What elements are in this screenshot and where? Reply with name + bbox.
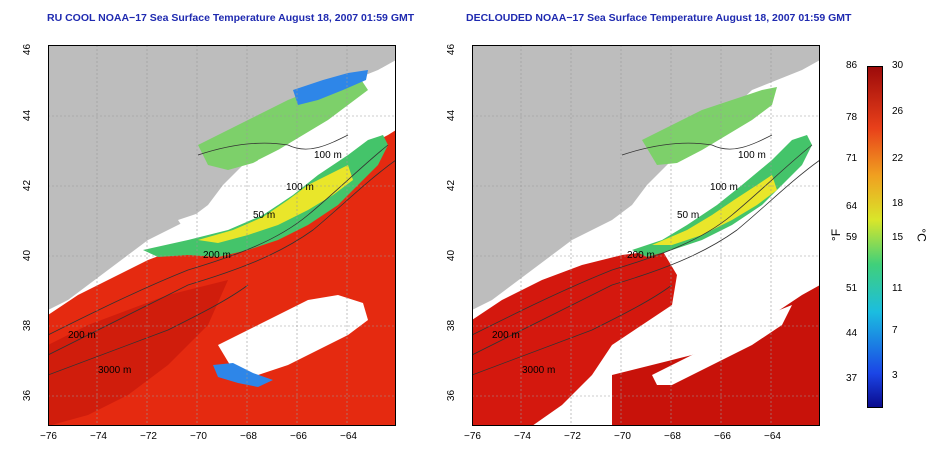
cloud-region	[178, 130, 338, 235]
warm-water	[472, 250, 677, 426]
colorbar-c-tick: 18	[892, 198, 904, 209]
y-tick: 40	[446, 249, 458, 262]
isobath-label: 100 m	[314, 150, 342, 161]
cold-patch-south	[213, 363, 273, 387]
left-map-title: RU COOL NOAA−17 Sea Surface Temperature …	[47, 12, 415, 24]
colorbar-c-tick: 30	[892, 60, 904, 71]
colorbar-f-tick: 51	[846, 283, 858, 294]
shelf-green	[632, 135, 812, 257]
isobath-label: 3000 m	[522, 365, 556, 376]
isobath-label: 200 m	[203, 250, 231, 261]
colorbar-f-tick: 64	[846, 201, 858, 212]
x-tick: −64	[340, 431, 357, 442]
x-tick: −64	[764, 431, 781, 442]
isobath-label: 50 m	[677, 210, 700, 221]
x-tick: −70	[614, 431, 631, 442]
y-tick: 44	[446, 109, 458, 122]
colorbar-f-tick: 59	[846, 232, 858, 243]
y-tick: 36	[22, 389, 34, 402]
colorbar-c-tick: 11	[892, 283, 903, 294]
cloud-gap	[652, 305, 792, 385]
isobath-label: 100 m	[710, 182, 738, 193]
colorbar-f-tick: 44	[846, 328, 858, 339]
left-map-canvas	[48, 45, 396, 426]
cold-blue-band	[293, 70, 368, 105]
right-sst-map: 100 m 100 m 50 m 200 m 200 m 3000 m	[472, 45, 820, 426]
isobath-label: 200 m	[68, 330, 96, 341]
colorbar-f-tick: 78	[846, 112, 858, 123]
x-tick: −70	[190, 431, 207, 442]
colorbar-c-tick: 22	[892, 153, 904, 164]
colorbar-f-tick: 37	[846, 373, 858, 384]
land-mass	[48, 45, 396, 310]
shelf-yellow	[652, 175, 777, 245]
shelf-yellow	[198, 165, 353, 243]
isobath-label: 3000 m	[98, 365, 132, 376]
colorbar-c-tick: 26	[892, 106, 904, 117]
y-tick: 40	[22, 249, 34, 262]
y-tick: 46	[446, 43, 458, 56]
gulf-of-maine-cool	[198, 75, 368, 170]
isobath-label: 100 m	[286, 182, 314, 193]
colorbar-f-label: °F	[829, 228, 844, 242]
x-tick: −66	[714, 431, 731, 442]
x-tick: −76	[40, 431, 57, 442]
cloud-region-south	[218, 295, 368, 375]
left-sst-map: 100 m 100 m 50 m 200 m 200 m 3000 m	[48, 45, 396, 426]
colorbar	[867, 66, 883, 408]
y-tick: 46	[22, 43, 34, 56]
y-tick: 38	[446, 319, 458, 332]
isobath-label: 200 m	[492, 330, 520, 341]
right-map-canvas	[472, 45, 820, 426]
x-tick: −68	[240, 431, 257, 442]
y-tick: 38	[22, 319, 34, 332]
right-map-title: DECLOUDED NOAA−17 Sea Surface Temperatur…	[466, 12, 852, 24]
y-tick: 44	[22, 109, 34, 122]
gulf-of-maine-cool	[642, 87, 777, 165]
shelf-green	[143, 135, 388, 257]
y-tick: 36	[446, 389, 458, 402]
x-tick: −68	[664, 431, 681, 442]
x-tick: −74	[90, 431, 107, 442]
y-tick: 42	[22, 179, 34, 192]
isobath-label: 100 m	[738, 150, 766, 161]
colorbar-f-tick: 71	[846, 153, 858, 164]
x-tick: −76	[464, 431, 481, 442]
x-tick: −72	[564, 431, 581, 442]
land-mass	[472, 45, 820, 310]
colorbar-c-label: °C	[914, 228, 929, 242]
y-tick: 42	[446, 179, 458, 192]
isobath-label: 50 m	[253, 210, 276, 221]
colorbar-f-tick: 86	[846, 60, 858, 71]
x-tick: −72	[140, 431, 157, 442]
x-tick: −74	[514, 431, 531, 442]
colorbar-c-tick: 3	[892, 370, 898, 381]
x-tick: −66	[290, 431, 307, 442]
isobath-label: 200 m	[627, 250, 655, 261]
warm-water-core	[48, 280, 228, 426]
colorbar-c-tick: 15	[892, 232, 904, 243]
colorbar-c-tick: 7	[892, 325, 898, 336]
